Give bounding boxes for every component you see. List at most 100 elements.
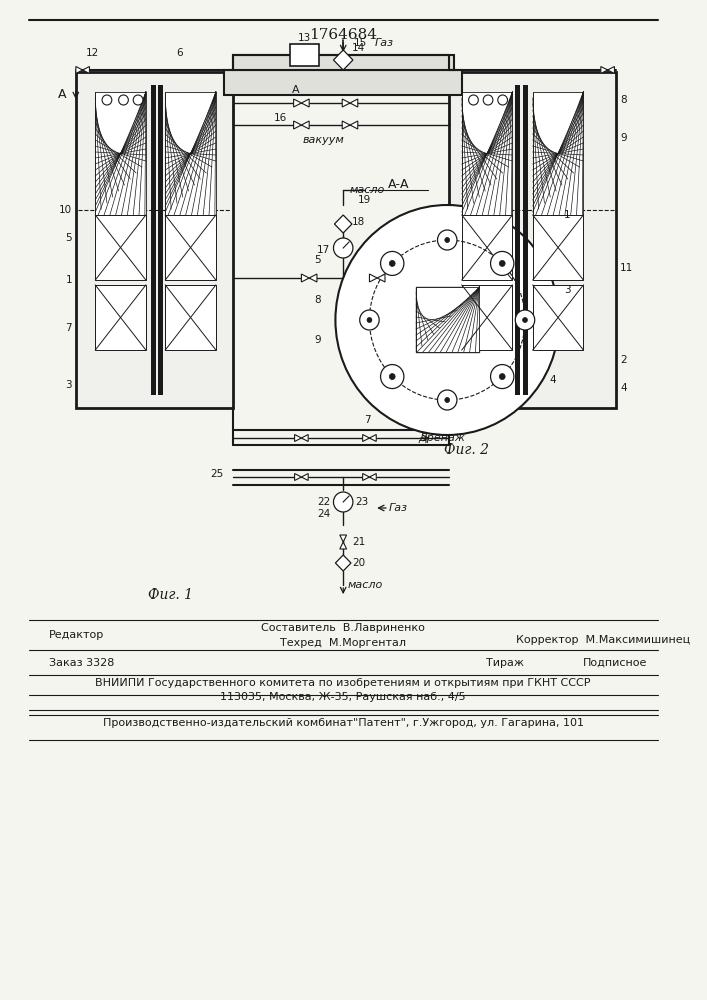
Polygon shape	[76, 66, 83, 74]
Bar	[533, 92, 583, 215]
Bar	[416, 287, 479, 352]
Text: 5: 5	[314, 255, 321, 265]
Text: 25: 25	[211, 469, 223, 479]
Circle shape	[360, 310, 379, 330]
Circle shape	[483, 95, 493, 105]
Polygon shape	[301, 474, 308, 481]
Circle shape	[522, 318, 527, 322]
Circle shape	[498, 95, 508, 105]
Bar	[95, 215, 146, 280]
Text: 5: 5	[65, 233, 72, 243]
Text: А: А	[57, 89, 66, 102]
Text: Производственно-издательский комбинат"Патент", г.Ужгород, ул. Гагарина, 101: Производственно-издательский комбинат"Па…	[103, 718, 584, 728]
Polygon shape	[607, 66, 614, 74]
Text: 7: 7	[65, 323, 72, 333]
Circle shape	[491, 251, 514, 275]
Text: 4: 4	[620, 383, 627, 393]
Polygon shape	[295, 434, 301, 442]
Polygon shape	[301, 121, 309, 129]
Circle shape	[438, 230, 457, 250]
Bar	[76, 72, 233, 408]
Circle shape	[515, 310, 534, 330]
Text: масло: масло	[350, 185, 385, 195]
Polygon shape	[370, 474, 376, 481]
Text: Дренаж: Дренаж	[418, 433, 465, 443]
Bar	[462, 285, 513, 350]
Polygon shape	[309, 274, 317, 282]
Polygon shape	[335, 555, 351, 571]
Text: 12: 12	[86, 48, 99, 58]
Text: 2: 2	[620, 355, 627, 365]
Text: 1: 1	[65, 275, 72, 285]
Text: 21: 21	[352, 537, 366, 547]
Polygon shape	[295, 474, 301, 481]
Circle shape	[499, 260, 505, 266]
Bar	[449, 72, 617, 408]
Bar	[233, 55, 454, 70]
Polygon shape	[363, 474, 370, 481]
Bar	[158, 85, 163, 395]
Polygon shape	[342, 121, 350, 129]
Polygon shape	[293, 99, 301, 107]
Text: Фиг. 1: Фиг. 1	[148, 588, 192, 602]
Circle shape	[445, 237, 450, 242]
Circle shape	[491, 365, 514, 389]
Bar	[151, 85, 156, 395]
Text: вакуум: вакуум	[303, 135, 344, 145]
Polygon shape	[342, 99, 350, 107]
Text: 16: 16	[274, 113, 287, 123]
Text: 19: 19	[358, 195, 371, 205]
Text: А-А: А-А	[388, 178, 409, 192]
Circle shape	[335, 205, 559, 435]
Text: 3: 3	[564, 285, 571, 295]
Text: масло: масло	[348, 580, 383, 590]
Text: 10: 10	[59, 205, 72, 215]
Polygon shape	[301, 274, 309, 282]
Polygon shape	[340, 542, 346, 549]
Polygon shape	[378, 274, 385, 282]
Text: 8: 8	[314, 295, 321, 305]
Bar	[165, 92, 216, 215]
Circle shape	[390, 260, 395, 266]
Text: 8: 8	[620, 95, 627, 105]
Text: 11: 11	[620, 263, 633, 273]
Text: 7: 7	[365, 415, 371, 425]
Text: Тираж: Тираж	[486, 658, 524, 668]
Text: ВНИИПИ Государственного комитета по изобретениям и открытиям при ГКНТ СССР: ВНИИПИ Государственного комитета по изоб…	[95, 678, 591, 688]
Text: Корректор  М.Максимишинец: Корректор М.Максимишинец	[515, 635, 690, 645]
Text: 24: 24	[317, 509, 331, 519]
Text: Составитель  В.Лавриненко: Составитель В.Лавриненко	[262, 623, 425, 633]
Text: 4: 4	[549, 375, 556, 385]
Text: Техред  М.Моргентал: Техред М.Моргентал	[280, 638, 407, 648]
Bar	[416, 287, 479, 352]
Polygon shape	[83, 66, 90, 74]
Bar	[290, 44, 319, 66]
Text: 9: 9	[314, 335, 321, 345]
Bar	[462, 92, 513, 215]
Polygon shape	[340, 535, 346, 542]
Bar	[223, 70, 462, 95]
Text: 13: 13	[298, 33, 311, 43]
Circle shape	[380, 365, 404, 389]
Text: 22: 22	[317, 497, 331, 507]
Bar	[95, 285, 146, 350]
Text: Редактор: Редактор	[49, 630, 104, 640]
Polygon shape	[334, 50, 353, 70]
Text: 113035, Москва, Ж-35, Раушская наб., 4/5: 113035, Москва, Ж-35, Раушская наб., 4/5	[221, 692, 466, 702]
Text: 18: 18	[352, 217, 366, 227]
Polygon shape	[350, 121, 358, 129]
Circle shape	[438, 390, 457, 410]
Polygon shape	[601, 66, 607, 74]
Circle shape	[102, 95, 112, 105]
Bar	[523, 85, 528, 395]
Text: 20: 20	[352, 558, 365, 568]
Text: 6: 6	[177, 48, 183, 58]
Circle shape	[334, 238, 353, 258]
Polygon shape	[370, 274, 378, 282]
Text: А: А	[292, 85, 300, 95]
Circle shape	[469, 95, 479, 105]
Text: Газ: Газ	[389, 503, 408, 513]
Bar	[515, 85, 520, 395]
Circle shape	[380, 251, 404, 275]
Bar	[533, 285, 583, 350]
